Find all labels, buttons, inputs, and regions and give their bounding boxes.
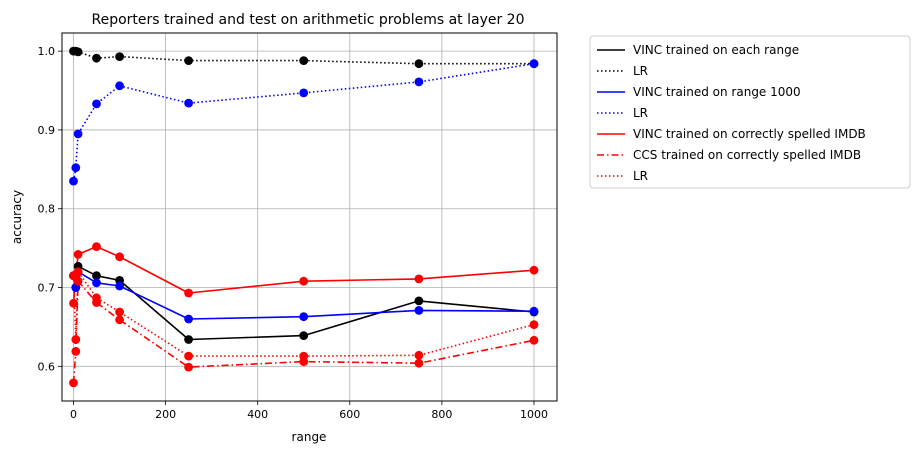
grid-lines [62,33,557,401]
data-point-series-2 [529,306,539,316]
data-point-series-3 [73,129,83,139]
x-axis-ticks: 0 200 400 600 800 1000 [70,401,548,421]
legend-label: VINC trained on each range [633,43,799,57]
data-point-series-1 [92,53,101,63]
y-tick-label: 0.6 [38,360,56,373]
data-point-series-3 [529,59,539,69]
x-tick-label: 400 [247,408,268,421]
x-tick-label: 0 [70,408,77,421]
plot-frame [61,32,558,402]
series-markers [69,46,539,388]
data-point-series-0 [414,296,424,306]
data-point-series-5 [71,347,81,356]
series-line-6 [72,270,535,357]
data-point-series-0 [184,335,194,344]
data-point-series-1 [184,56,194,65]
data-point-series-4 [414,274,424,284]
data-point-series-3 [299,88,309,98]
data-point-series-3 [71,163,81,173]
data-point-series-5 [184,362,194,372]
data-point-series-1 [299,56,309,65]
data-point-series-0 [92,271,101,281]
data-point-series-2 [92,278,101,288]
data-point-series-6 [92,293,101,303]
y-tick-label: 1.0 [38,45,56,58]
data-point-series-2 [184,314,194,324]
data-point-series-1 [414,59,424,69]
legend-box [589,35,911,189]
data-point-series-5 [69,378,78,388]
x-tick-label: 600 [339,408,360,421]
legend-label: LR [633,64,648,78]
data-point-series-6 [71,335,81,344]
data-point-series-5 [414,358,424,368]
data-point-series-3 [115,81,124,91]
x-tick-label: 200 [155,408,176,421]
y-tick-label: 0.8 [38,203,56,216]
series-line-3 [72,62,535,182]
data-point-series-4 [184,288,194,298]
data-point-series-6 [529,320,539,329]
data-point-series-3 [69,176,78,186]
legend-label: CCS trained on correctly spelled IMDB [633,148,861,162]
data-point-series-4 [115,252,124,262]
chart-legend: VINC trained on each range LR VINC trained… [589,35,911,189]
series-line-5 [72,280,535,383]
legend-label: VINC trained on range 1000 [633,85,801,99]
y-tick-label: 0.7 [38,282,56,295]
data-point-series-3 [184,98,194,108]
data-point-series-5 [529,335,539,345]
data-point-series-6 [299,351,309,361]
data-point-series-4 [69,298,78,308]
legend-label: LR [633,169,648,183]
data-point-series-3 [414,77,424,87]
data-point-series-1 [115,52,124,61]
y-axis-label: accuracy [10,190,24,244]
data-point-series-1 [73,47,83,57]
x-tick-label: 800 [431,408,452,421]
data-point-series-4 [73,250,83,259]
data-point-series-6 [414,350,424,360]
y-axis-ticks: 0.6 0.7 0.8 0.9 1.0 [38,45,62,373]
data-point-series-6 [184,351,194,361]
data-point-series-0 [299,331,309,340]
x-axis-label: range [292,430,327,444]
data-point-series-2 [115,281,124,291]
data-point-series-4 [529,265,539,275]
data-point-series-6 [115,307,124,317]
legend-label: VINC trained on correctly spelled IMDB [633,127,866,141]
chart-title: Reporters trained and test on arithmetic… [91,12,524,28]
data-point-series-2 [414,306,424,315]
data-point-series-4 [299,276,309,286]
data-point-series-5 [115,315,124,325]
data-point-series-3 [92,99,101,109]
data-point-series-2 [299,312,309,322]
series-line-4 [72,245,535,304]
x-tick-label: 1000 [520,408,548,421]
data-point-series-6 [73,267,83,277]
series-line-1 [73,50,534,65]
legend-label: LR [633,106,648,120]
data-point-series-4 [92,242,101,252]
y-tick-label: 0.9 [38,124,56,137]
